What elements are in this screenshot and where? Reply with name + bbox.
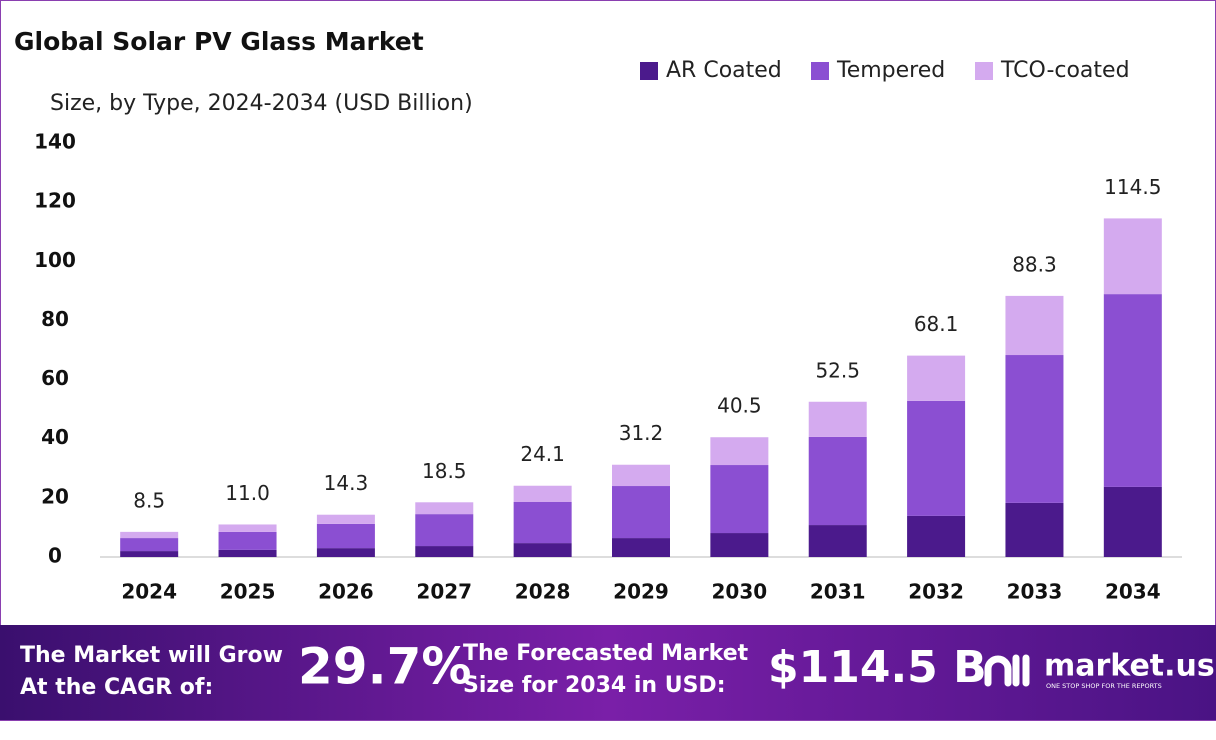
x-tick-label: 2029 (613, 580, 669, 604)
x-tick-label: 2034 (1105, 580, 1161, 604)
total-label: 14.3 (324, 471, 369, 495)
x-tick-label: 2024 (121, 580, 177, 604)
x-tick-label: 2030 (712, 580, 768, 604)
bar-segment (513, 501, 572, 544)
bar-segment (415, 502, 474, 515)
y-tick-label: 20 (41, 484, 69, 508)
bar-segment (1005, 355, 1064, 503)
banner-text: The Forecasted Market (463, 641, 749, 666)
x-tick-label: 2028 (515, 580, 571, 604)
bar-segment (710, 465, 769, 534)
bar-segment (218, 524, 277, 532)
bar-segment (513, 543, 572, 557)
bar-segment (808, 436, 867, 526)
y-tick-label: 120 (34, 189, 76, 213)
banner-content: The Market will Grow At the CAGR of: 29.… (20, 638, 1215, 701)
y-tick-label: 140 (34, 130, 76, 154)
brand: market.us (1044, 649, 1215, 684)
legend-label: AR Coated (666, 58, 782, 83)
x-tick-label: 2031 (810, 580, 866, 604)
banner-text: The Market will Grow (20, 643, 283, 668)
bar-segment (316, 523, 375, 549)
bar-segment (120, 531, 179, 539)
banner-text: At the CAGR of: (20, 675, 213, 700)
bar-segment (1103, 218, 1162, 295)
total-label: 68.1 (914, 312, 959, 336)
cagr-value: 29.7% (298, 638, 471, 696)
x-tick-label: 2032 (908, 580, 964, 604)
bar-segment (316, 548, 375, 557)
y-tick-label: 0 (48, 544, 62, 568)
bar-segment (710, 533, 769, 557)
bar-segment (513, 485, 572, 502)
total-label: 31.2 (619, 421, 664, 445)
total-label: 88.3 (1012, 252, 1057, 276)
total-label: 18.5 (422, 459, 467, 483)
bar-segment (218, 549, 277, 557)
bar-segment (612, 486, 670, 539)
bar-segment (907, 515, 966, 557)
bar-segment (808, 401, 867, 437)
bar-segment (710, 437, 769, 466)
y-tick-label: 100 (34, 248, 76, 272)
legend-swatch (640, 62, 658, 80)
total-label: 52.5 (815, 358, 860, 382)
total-label: 40.5 (717, 394, 762, 418)
legend-label: TCO-coated (1000, 58, 1130, 83)
bar-segment (316, 514, 375, 524)
bar-segment (1103, 294, 1162, 487)
bar-segment (1005, 295, 1064, 356)
y-tick-label: 80 (41, 307, 69, 331)
bar-segment (907, 355, 966, 401)
x-tick-label: 2033 (1007, 580, 1063, 604)
bar-segment (218, 531, 277, 550)
total-label: 8.5 (133, 488, 165, 512)
bar-segment (120, 538, 179, 552)
bar-segment (808, 525, 867, 557)
total-label: 114.5 (1104, 175, 1161, 199)
bar-segment (907, 400, 966, 516)
brand-icon (984, 654, 1030, 687)
legend-swatch (975, 62, 993, 80)
legend-label: Tempered (836, 58, 945, 83)
chart-title: Global Solar PV Glass Market (14, 27, 424, 56)
bar-segment (612, 538, 670, 557)
bar-segment (1005, 502, 1064, 557)
chart-subtitle: Size, by Type, 2024-2034 (USD Billion) (50, 91, 473, 116)
bar-segment (1103, 486, 1162, 557)
y-tick-label: 40 (41, 425, 69, 449)
x-tick-label: 2025 (220, 580, 276, 604)
bar-segment (612, 464, 670, 487)
banner-text: Size for 2034 in USD: (463, 673, 726, 698)
total-label: 24.1 (520, 442, 565, 466)
bar-segment (120, 551, 179, 557)
tagline: ONE STOP SHOP FOR THE REPORTS (1046, 682, 1162, 690)
x-tick-label: 2026 (318, 580, 374, 604)
forecast-value: $114.5 B (768, 642, 987, 693)
legend-swatch (811, 62, 829, 80)
x-tick-label: 2027 (416, 580, 472, 604)
bar-segment (415, 514, 474, 547)
bar-segment (415, 546, 474, 557)
y-tick-label: 60 (41, 366, 69, 390)
total-label: 11.0 (225, 481, 270, 505)
